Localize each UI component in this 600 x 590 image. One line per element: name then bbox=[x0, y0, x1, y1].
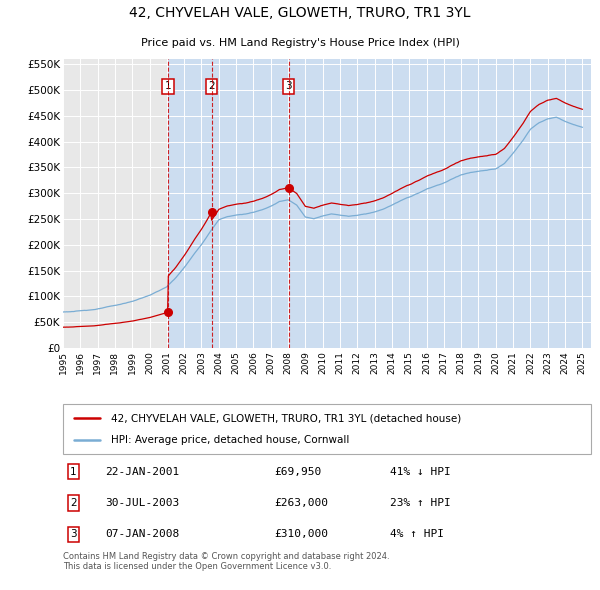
Text: £310,000: £310,000 bbox=[274, 529, 328, 539]
Text: 4% ↑ HPI: 4% ↑ HPI bbox=[391, 529, 445, 539]
Text: 2: 2 bbox=[70, 498, 77, 508]
Text: 07-JAN-2008: 07-JAN-2008 bbox=[105, 529, 179, 539]
Text: 2: 2 bbox=[208, 81, 215, 91]
Text: Contains HM Land Registry data © Crown copyright and database right 2024.
This d: Contains HM Land Registry data © Crown c… bbox=[63, 552, 389, 571]
Text: £69,950: £69,950 bbox=[274, 467, 322, 477]
Text: Price paid vs. HM Land Registry's House Price Index (HPI): Price paid vs. HM Land Registry's House … bbox=[140, 38, 460, 48]
FancyBboxPatch shape bbox=[63, 404, 591, 454]
Text: 30-JUL-2003: 30-JUL-2003 bbox=[105, 498, 179, 508]
Text: 42, CHYVELAH VALE, GLOWETH, TRURO, TR1 3YL: 42, CHYVELAH VALE, GLOWETH, TRURO, TR1 3… bbox=[129, 6, 471, 20]
Text: 41% ↓ HPI: 41% ↓ HPI bbox=[391, 467, 451, 477]
Text: 42, CHYVELAH VALE, GLOWETH, TRURO, TR1 3YL (detached house): 42, CHYVELAH VALE, GLOWETH, TRURO, TR1 3… bbox=[110, 413, 461, 423]
Text: 3: 3 bbox=[70, 529, 77, 539]
Text: 22-JAN-2001: 22-JAN-2001 bbox=[105, 467, 179, 477]
Text: 1: 1 bbox=[70, 467, 77, 477]
Text: HPI: Average price, detached house, Cornwall: HPI: Average price, detached house, Corn… bbox=[110, 435, 349, 445]
Bar bbox=[168, 59, 591, 348]
Text: £263,000: £263,000 bbox=[274, 498, 328, 508]
Text: 1: 1 bbox=[164, 81, 171, 91]
Text: 23% ↑ HPI: 23% ↑ HPI bbox=[391, 498, 451, 508]
Text: 3: 3 bbox=[285, 81, 292, 91]
